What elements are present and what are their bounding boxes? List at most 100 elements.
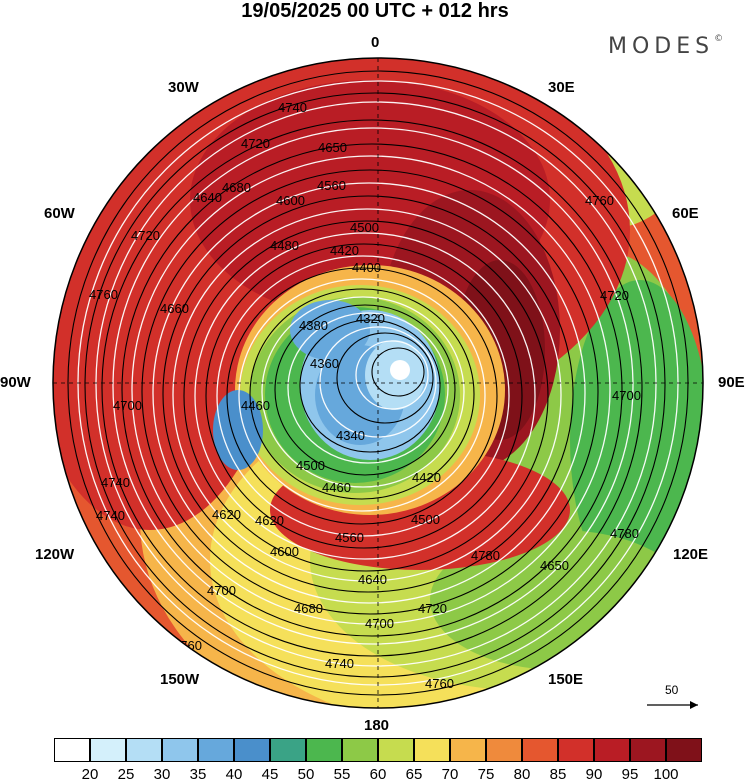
contour-label: 4780 — [471, 548, 500, 563]
contour-label: 4720 — [241, 136, 270, 151]
contour-label: 4560 — [335, 530, 364, 545]
modes-logo: MODES© — [608, 34, 723, 59]
map-boundary — [52, 57, 704, 709]
contour-label: 4720 — [600, 288, 629, 303]
contour-label: 4560 — [317, 178, 346, 193]
contour-label: 4600 — [270, 544, 299, 559]
contour-label: 4460 — [322, 480, 351, 495]
colorbar-swatch — [630, 738, 666, 762]
colorbar-swatch — [666, 738, 702, 762]
contour-label: 4680 — [294, 601, 323, 616]
contour-label: 4500 — [296, 458, 325, 473]
lon-label-120w: 120W — [35, 546, 75, 563]
colorbar-swatch — [198, 738, 234, 762]
lon-label-60e: 60E — [672, 205, 699, 222]
colorbar-tick-label: 95 — [621, 766, 639, 783]
contour-labels: 4740 4720 4680 4650 4640 4600 4560 4500 … — [89, 100, 641, 691]
colorbar-swatch — [342, 738, 378, 762]
contour-label: 4500 — [411, 512, 440, 527]
contour-label: 4740 — [101, 475, 130, 490]
colorbar-tick-label: 20 — [81, 766, 99, 783]
colorbar-swatch — [558, 738, 594, 762]
contour-label: 4760 — [89, 287, 118, 302]
lon-label-90w: 90W — [0, 374, 31, 391]
vector-scale-label: 50 — [665, 683, 679, 697]
colorbar-tick-label: 60 — [369, 766, 387, 783]
height-contours — [67, 70, 689, 696]
contour-label: 4400 — [352, 260, 381, 275]
lon-label-150w: 150W — [160, 671, 200, 688]
colorbar-tick-label: 90 — [585, 766, 603, 783]
colorbar-swatch — [234, 738, 270, 762]
contour-label: 4640 — [193, 190, 222, 205]
contour-label: 4760 — [585, 193, 614, 208]
contour-label: 4650 — [540, 558, 569, 573]
colorbar-tick-label: 30 — [153, 766, 171, 783]
colorbar-swatch — [162, 738, 198, 762]
contour-label: 4760 — [425, 676, 454, 691]
colorbar-swatch — [450, 738, 486, 762]
contour-label: 4460 — [241, 398, 270, 413]
colorbar-tick-label: 40 — [225, 766, 243, 783]
contour-label: 4700 — [113, 398, 142, 413]
colorbar-swatch — [90, 738, 126, 762]
contour-label: 4660 — [160, 301, 189, 316]
map-title: 19/05/2025 00 UTC + 012 hrs — [241, 0, 509, 22]
contour-label: 4360 — [310, 356, 339, 371]
colorbar-tick-label: 50 — [297, 766, 315, 783]
lon-label-150e: 150E — [548, 671, 584, 688]
contour-label: 4600 — [276, 193, 305, 208]
contour-label: 4780 — [610, 526, 639, 541]
colorbar-swatch — [270, 738, 306, 762]
contour-label: 4700 — [207, 583, 236, 598]
contour-label: 4700 — [612, 388, 641, 403]
colorbar-tick-label: 45 — [261, 766, 279, 783]
colorbar-tick-label: 100 — [653, 766, 679, 783]
contour-label: 4420 — [412, 470, 441, 485]
colorbar-swatch — [522, 738, 558, 762]
vector-scale-arrow — [647, 701, 698, 709]
contour-label: 4700 — [365, 616, 394, 631]
lon-label-120e: 120E — [673, 546, 709, 563]
contour-label: 4720 — [131, 228, 160, 243]
wind-speed-field: 4740 4720 4680 4650 4640 4600 4560 4500 … — [53, 58, 703, 708]
lon-label-90e: 90E — [718, 374, 745, 391]
lon-label-30e: 30E — [548, 79, 575, 96]
contour-label: 4650 — [318, 140, 347, 155]
contour-label: 4500 — [350, 220, 379, 235]
lon-label-180: 180 — [364, 717, 390, 734]
lon-label-0: 0 — [371, 34, 380, 51]
lon-label-30w: 30W — [168, 79, 199, 96]
contour-label: 4320 — [356, 311, 385, 326]
colorbar-tick-label: 35 — [189, 766, 207, 783]
colorbar-swatch — [306, 738, 342, 762]
contour-label: 4420 — [330, 243, 359, 258]
brand-mark: © — [714, 34, 724, 44]
contour-label: 4740 — [96, 508, 125, 523]
brand-text: MODES — [608, 34, 715, 59]
contour-label: 4340 — [336, 428, 365, 443]
colorbar-swatch — [414, 738, 450, 762]
lon-label-60w: 60W — [44, 205, 75, 222]
contour-label: 4620 — [212, 507, 241, 522]
contour-label: 4720 — [418, 601, 447, 616]
contour-label: 4620 — [255, 513, 284, 528]
colorbar-swatch — [378, 738, 414, 762]
colorbar-tick-label: 65 — [405, 766, 423, 783]
colorbar-tick-label: 55 — [333, 766, 351, 783]
colorbar-tick-label: 85 — [549, 766, 567, 783]
colorbar-tick-label: 80 — [513, 766, 531, 783]
colorbar-swatch — [126, 738, 162, 762]
contour-label: 4480 — [270, 238, 299, 253]
contour-label: 4680 — [222, 180, 251, 195]
colorbar-tick-label: 25 — [117, 766, 135, 783]
colorbar-swatch — [594, 738, 630, 762]
contour-label: 4740 — [325, 656, 354, 671]
colorbar-swatch — [54, 738, 90, 762]
colorbar-tick-label: 70 — [441, 766, 459, 783]
colorbar-tick-label: 75 — [477, 766, 495, 783]
contour-label: 4740 — [278, 100, 307, 115]
contour-label: 4640 — [358, 572, 387, 587]
contour-label: 4380 — [299, 318, 328, 333]
